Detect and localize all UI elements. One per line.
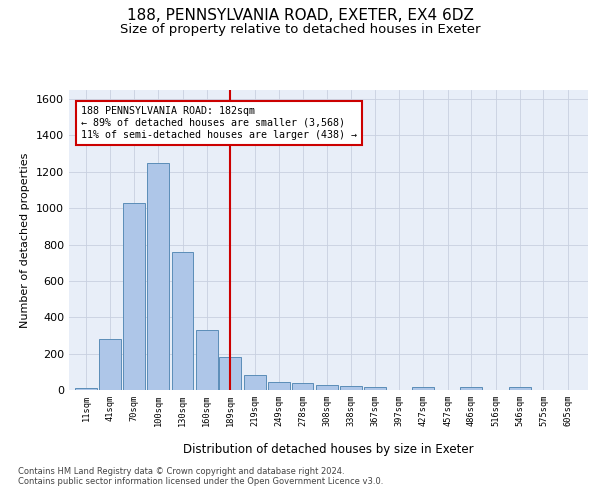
Text: Distribution of detached houses by size in Exeter: Distribution of detached houses by size … <box>184 442 474 456</box>
Text: 188, PENNSYLVANIA ROAD, EXETER, EX4 6DZ: 188, PENNSYLVANIA ROAD, EXETER, EX4 6DZ <box>127 8 473 22</box>
Y-axis label: Number of detached properties: Number of detached properties <box>20 152 31 328</box>
Bar <box>509 388 531 390</box>
Bar <box>316 384 338 390</box>
Bar <box>100 339 121 390</box>
Text: Contains HM Land Registry data © Crown copyright and database right 2024.: Contains HM Land Registry data © Crown c… <box>18 467 344 476</box>
Bar <box>244 376 266 390</box>
Bar <box>340 386 362 390</box>
Bar <box>123 202 145 390</box>
Bar <box>460 388 482 390</box>
Bar <box>412 388 434 390</box>
Bar <box>220 358 241 390</box>
Text: Size of property relative to detached houses in Exeter: Size of property relative to detached ho… <box>120 22 480 36</box>
Bar <box>364 388 386 390</box>
Bar <box>292 382 313 390</box>
Text: 188 PENNSYLVANIA ROAD: 182sqm
← 89% of detached houses are smaller (3,568)
11% o: 188 PENNSYLVANIA ROAD: 182sqm ← 89% of d… <box>81 106 357 140</box>
Bar <box>172 252 193 390</box>
Bar <box>268 382 290 390</box>
Bar <box>147 162 169 390</box>
Text: Contains public sector information licensed under the Open Government Licence v3: Contains public sector information licen… <box>18 477 383 486</box>
Bar <box>75 388 97 390</box>
Bar <box>196 330 218 390</box>
